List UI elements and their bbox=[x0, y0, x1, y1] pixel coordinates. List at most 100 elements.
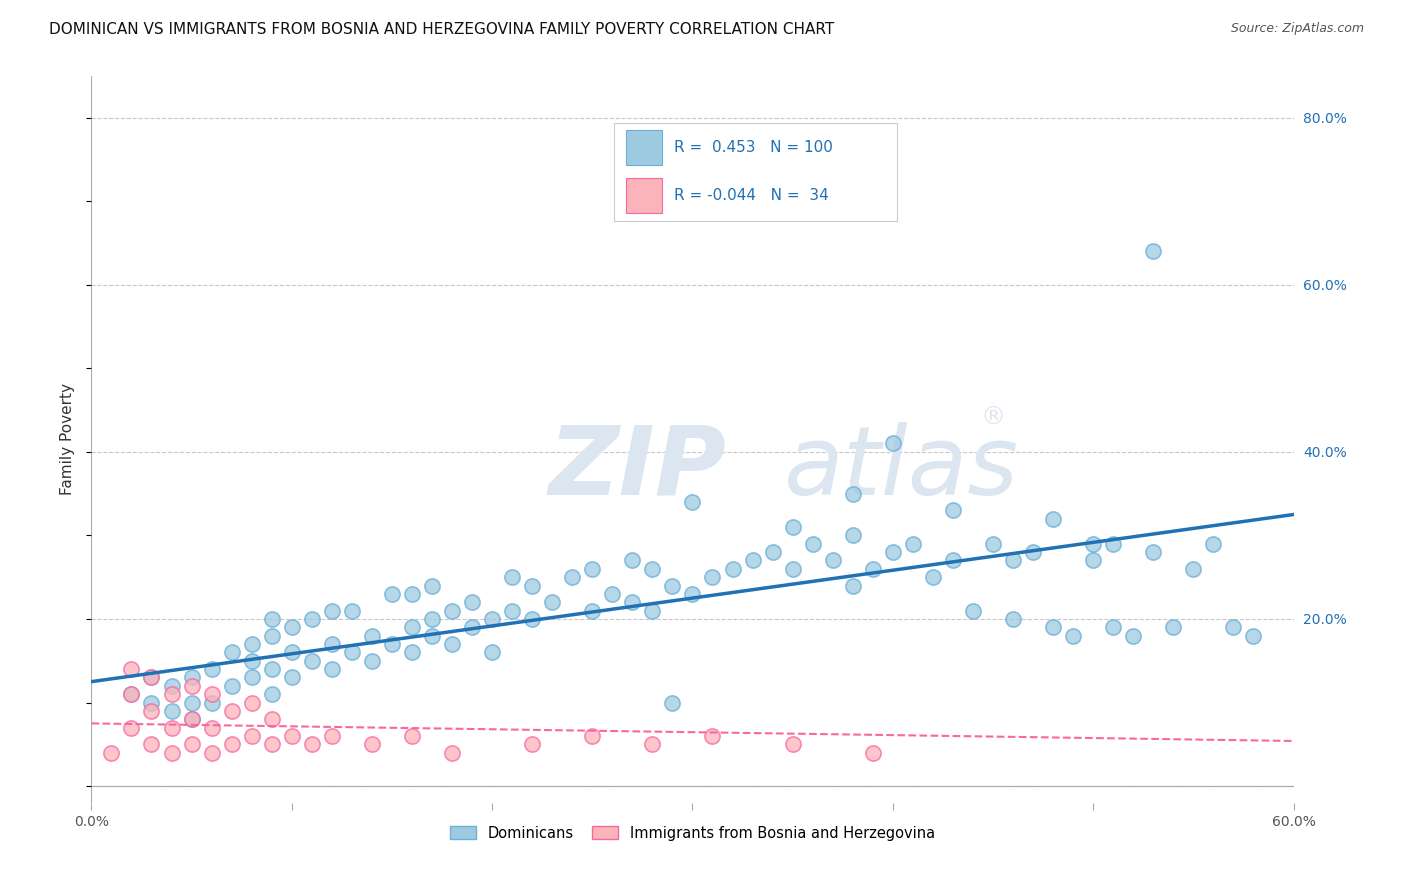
Point bbox=[821, 553, 844, 567]
Point bbox=[602, 587, 624, 601]
Point bbox=[260, 629, 283, 643]
Point bbox=[260, 687, 283, 701]
Point bbox=[381, 637, 404, 651]
Point bbox=[621, 553, 644, 567]
Point bbox=[221, 679, 243, 693]
Point bbox=[180, 670, 202, 684]
Point bbox=[340, 604, 363, 618]
Point bbox=[762, 545, 785, 559]
Text: ZIP: ZIP bbox=[548, 422, 725, 515]
Point bbox=[321, 729, 343, 743]
Point bbox=[160, 704, 183, 718]
Point bbox=[180, 712, 202, 726]
Point bbox=[581, 562, 603, 576]
Point bbox=[401, 620, 423, 634]
Point bbox=[702, 729, 724, 743]
Point bbox=[981, 537, 1004, 551]
Point bbox=[1102, 620, 1125, 634]
Point bbox=[581, 729, 603, 743]
Point bbox=[221, 704, 243, 718]
Point bbox=[440, 746, 463, 760]
Point bbox=[240, 696, 263, 710]
Point bbox=[160, 746, 183, 760]
Point bbox=[641, 737, 664, 751]
Point bbox=[782, 562, 804, 576]
Point bbox=[1243, 629, 1265, 643]
Point bbox=[681, 495, 703, 509]
Point bbox=[1102, 537, 1125, 551]
Point bbox=[301, 737, 323, 751]
Point bbox=[882, 436, 904, 450]
Point bbox=[661, 578, 683, 592]
Point bbox=[260, 662, 283, 676]
Point bbox=[862, 562, 884, 576]
Point bbox=[321, 662, 343, 676]
Point bbox=[522, 578, 544, 592]
Point bbox=[301, 612, 323, 626]
Point bbox=[180, 712, 202, 726]
Point bbox=[401, 645, 423, 659]
Point bbox=[901, 537, 924, 551]
Point bbox=[481, 612, 503, 626]
Point bbox=[360, 629, 382, 643]
Point bbox=[121, 721, 143, 735]
Point bbox=[922, 570, 945, 584]
Point bbox=[440, 604, 463, 618]
Point bbox=[321, 604, 343, 618]
Point bbox=[301, 654, 323, 668]
Point bbox=[862, 746, 884, 760]
Point bbox=[522, 737, 544, 751]
Point bbox=[621, 595, 644, 609]
Point bbox=[121, 687, 143, 701]
Point bbox=[1001, 612, 1024, 626]
Point bbox=[141, 696, 163, 710]
Point bbox=[260, 737, 283, 751]
Point bbox=[461, 620, 484, 634]
Point bbox=[501, 604, 523, 618]
Text: Source: ZipAtlas.com: Source: ZipAtlas.com bbox=[1230, 22, 1364, 36]
Point bbox=[281, 645, 304, 659]
Point bbox=[281, 729, 304, 743]
Text: atlas: atlas bbox=[783, 422, 1018, 515]
Point bbox=[681, 587, 703, 601]
Point bbox=[1163, 620, 1185, 634]
Point bbox=[1182, 562, 1205, 576]
Point bbox=[1083, 537, 1105, 551]
Y-axis label: Family Poverty: Family Poverty bbox=[60, 384, 76, 495]
Point bbox=[180, 679, 202, 693]
Point bbox=[1042, 620, 1064, 634]
Point bbox=[201, 687, 224, 701]
Point bbox=[281, 620, 304, 634]
Point bbox=[1042, 511, 1064, 525]
Text: DOMINICAN VS IMMIGRANTS FROM BOSNIA AND HERZEGOVINA FAMILY POVERTY CORRELATION C: DOMINICAN VS IMMIGRANTS FROM BOSNIA AND … bbox=[49, 22, 834, 37]
Point bbox=[522, 612, 544, 626]
Point bbox=[1142, 244, 1164, 259]
Point bbox=[240, 729, 263, 743]
Point bbox=[260, 712, 283, 726]
Point bbox=[121, 662, 143, 676]
Point bbox=[100, 746, 122, 760]
Point bbox=[240, 670, 263, 684]
Point bbox=[201, 696, 224, 710]
Point bbox=[240, 654, 263, 668]
Point bbox=[962, 604, 984, 618]
Point bbox=[420, 629, 443, 643]
Point bbox=[1222, 620, 1244, 634]
Text: ®: ® bbox=[981, 406, 1007, 430]
Point bbox=[221, 645, 243, 659]
Point bbox=[801, 537, 824, 551]
Point bbox=[641, 562, 664, 576]
Legend: Dominicans, Immigrants from Bosnia and Herzegovina: Dominicans, Immigrants from Bosnia and H… bbox=[444, 820, 941, 847]
Point bbox=[641, 604, 664, 618]
Point bbox=[240, 637, 263, 651]
Point bbox=[1142, 545, 1164, 559]
Point bbox=[561, 570, 583, 584]
Point bbox=[461, 595, 484, 609]
Point bbox=[702, 570, 724, 584]
Point bbox=[581, 604, 603, 618]
Point bbox=[420, 578, 443, 592]
Point bbox=[321, 637, 343, 651]
Point bbox=[221, 737, 243, 751]
Point bbox=[841, 578, 863, 592]
Point bbox=[141, 704, 163, 718]
